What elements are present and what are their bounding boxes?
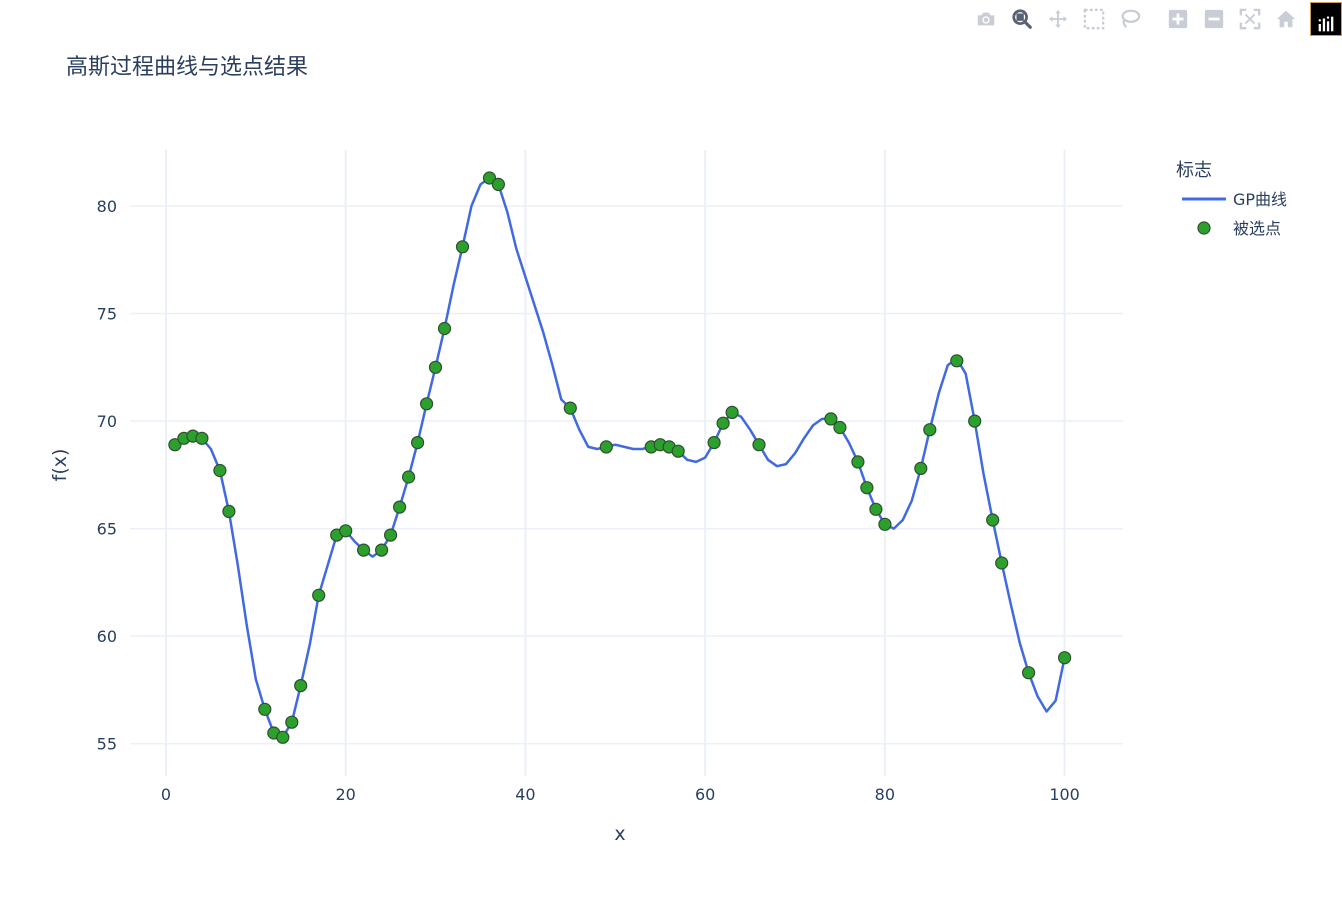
selected-point[interactable]: [294, 678, 308, 693]
x-tick-label: 0: [161, 785, 171, 804]
selected-point[interactable]: [950, 354, 964, 368]
selected-point[interactable]: [851, 455, 865, 469]
zoom-icon[interactable]: [1010, 7, 1034, 31]
gp-curve-line[interactable]: [174, 176, 1066, 739]
x-tick-label: 60: [695, 785, 715, 804]
selected-point[interactable]: [995, 556, 1009, 570]
plotly-logo-icon[interactable]: [1310, 2, 1342, 36]
plot-area[interactable]: [168, 171, 1072, 744]
selected-point[interactable]: [563, 401, 577, 415]
selected-point[interactable]: [869, 502, 883, 516]
selected-point[interactable]: [860, 481, 874, 495]
x-axis-label: x: [614, 823, 625, 845]
camera-icon[interactable]: [974, 7, 998, 31]
selected-point[interactable]: [312, 588, 326, 602]
selected-point[interactable]: [914, 461, 928, 475]
zoom-out-icon[interactable]: [1202, 7, 1226, 31]
selected-point[interactable]: [455, 240, 470, 254]
tick-labels: 0 20 40 60 80 100 55 60 65 70 75 80: [97, 197, 1080, 804]
selected-point[interactable]: [375, 543, 389, 557]
autoscale-icon[interactable]: [1238, 7, 1262, 31]
selected-point[interactable]: [824, 412, 838, 426]
selected-point[interactable]: [168, 438, 182, 452]
zoom-in-icon[interactable]: [1166, 7, 1190, 31]
selected-point[interactable]: [599, 440, 613, 454]
selected-point[interactable]: [1021, 666, 1036, 680]
selected-point[interactable]: [671, 444, 685, 458]
x-tick-label: 40: [515, 785, 535, 804]
selected-point[interactable]: [258, 702, 272, 716]
selected-point[interactable]: [833, 420, 847, 435]
selected-point[interactable]: [986, 513, 1000, 527]
legend-item-selected-points[interactable]: 被选点: [1197, 219, 1281, 238]
y-tick-label: 60: [97, 627, 117, 646]
selected-point[interactable]: [195, 431, 209, 445]
selected-point[interactable]: [923, 423, 937, 437]
selected-point[interactable]: [420, 397, 434, 411]
y-axis-label: f(x): [49, 449, 71, 482]
modebar: [968, 2, 1342, 36]
selected-point[interactable]: [752, 438, 766, 452]
pan-icon[interactable]: [1046, 7, 1070, 31]
selected-point[interactable]: [339, 524, 353, 538]
legend-title: 标志: [1176, 160, 1212, 181]
y-tick-label: 70: [97, 412, 117, 431]
selected-point[interactable]: [707, 436, 721, 450]
grid: [130, 150, 1123, 776]
selected-point[interactable]: [276, 730, 290, 744]
chart-title: 高斯过程曲线与选点结果: [66, 55, 308, 80]
selected-point[interactable]: [393, 500, 407, 514]
selected-point[interactable]: [482, 171, 497, 185]
selected-point[interactable]: [725, 405, 739, 419]
selected-point[interactable]: [716, 416, 730, 430]
legend: 标志 GP曲线 被选点: [1176, 160, 1287, 238]
selected-point[interactable]: [1057, 651, 1072, 665]
legend-marker-swatch: [1197, 221, 1211, 235]
selected-point[interactable]: [428, 360, 443, 374]
selected-point[interactable]: [285, 715, 299, 729]
box-select-icon[interactable]: [1082, 7, 1106, 31]
legend-label-gp-curve: GP曲线: [1233, 190, 1287, 209]
x-tick-label: 20: [335, 785, 355, 804]
y-tick-label: 80: [97, 197, 117, 216]
legend-label-selected-points: 被选点: [1233, 219, 1281, 238]
lasso-icon[interactable]: [1118, 7, 1142, 31]
reset-axes-icon[interactable]: [1274, 7, 1298, 31]
selected-point[interactable]: [402, 470, 416, 484]
legend-item-gp-curve[interactable]: GP曲线: [1182, 190, 1287, 209]
selected-point[interactable]: [384, 528, 398, 542]
selected-point[interactable]: [437, 321, 452, 336]
selected-point[interactable]: [968, 414, 982, 428]
selected-point[interactable]: [213, 463, 227, 478]
selected-point[interactable]: [222, 504, 236, 518]
selected-point[interactable]: [357, 543, 371, 557]
y-tick-label: 55: [97, 735, 117, 754]
y-tick-label: 75: [97, 304, 117, 323]
selected-point[interactable]: [411, 436, 425, 450]
y-tick-label: 65: [97, 520, 117, 539]
selected-point[interactable]: [491, 177, 505, 191]
selected-point[interactable]: [878, 517, 892, 531]
x-tick-label: 100: [1049, 785, 1080, 804]
x-tick-label: 80: [875, 785, 895, 804]
